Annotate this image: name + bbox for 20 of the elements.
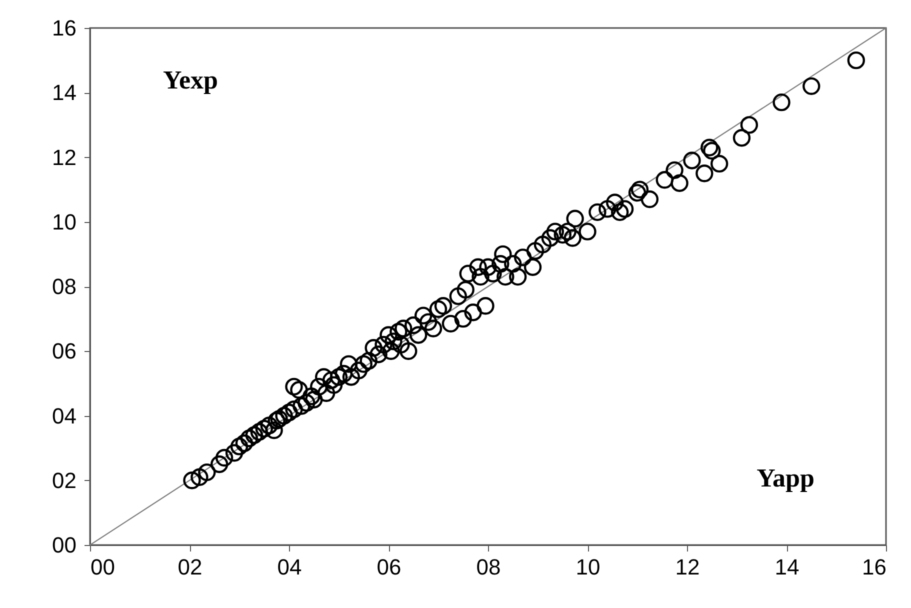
y-tick-label: 16 — [52, 16, 76, 40]
x-axis-title: Yapp — [756, 464, 814, 492]
y-tick-label: 00 — [52, 532, 76, 558]
y-tick-label: 08 — [52, 274, 76, 299]
x-tick-label: 16 — [862, 554, 886, 580]
x-tick-label: 04 — [277, 554, 302, 580]
x-tick-label: 12 — [675, 554, 700, 580]
y-axis-title: Yexp — [163, 66, 218, 94]
x-tick-label: 00 — [90, 554, 115, 580]
y-tick-label: 02 — [52, 468, 76, 493]
y-tick-label: 12 — [52, 144, 76, 170]
x-tick-label: 14 — [774, 554, 800, 580]
x-tick-label: 06 — [376, 554, 402, 580]
y-tick-label: 06 — [52, 338, 76, 364]
x-tick-label: 08 — [476, 554, 501, 580]
y-tick-label: 14 — [52, 80, 76, 106]
x-tick-label: 10 — [576, 554, 600, 580]
x-tick-label: 02 — [178, 554, 202, 580]
y-tick-label: 04 — [52, 403, 76, 428]
y-tick-label: 10 — [52, 209, 76, 234]
